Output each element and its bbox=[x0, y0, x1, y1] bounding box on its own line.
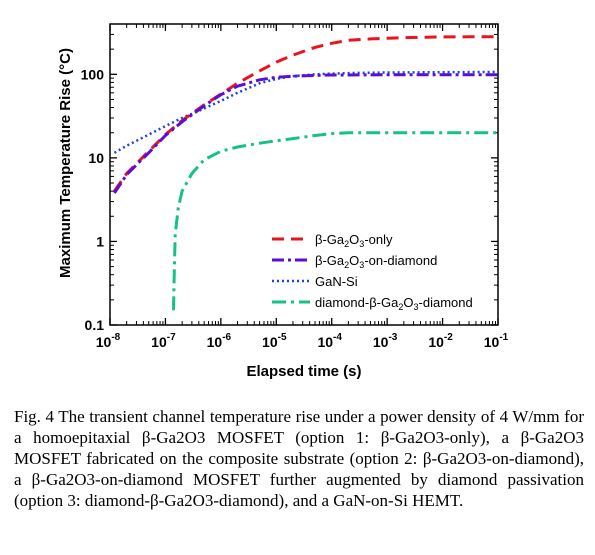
legend-label-gan-si: GaN-Si bbox=[315, 274, 358, 289]
x-tick-label: 10-8 bbox=[96, 332, 121, 350]
legend-label-diamond-ga2o3-diamond: diamond-β-Ga2O3-diamond bbox=[315, 295, 473, 312]
series-line-ga2o3-only bbox=[113, 35, 498, 192]
y-tick-label: 100 bbox=[81, 66, 105, 82]
x-tick-label: 10-5 bbox=[262, 332, 287, 350]
temperature-rise-chart: 10-8 10-7 10-6 10-5 10-4 10-3 10-2 10-1 0.1 1 10 10… bbox=[57, 23, 509, 380]
y-axis-title: Maximum Temperature Rise (°C) bbox=[57, 48, 74, 278]
y-tick-label: 10 bbox=[88, 150, 104, 166]
series-line-gan-si bbox=[113, 70, 498, 154]
x-tick-label: 10-7 bbox=[151, 332, 176, 350]
y-tick-label: 1 bbox=[96, 233, 104, 249]
x-tick-label: 10-4 bbox=[317, 332, 342, 350]
figure-caption: Fig. 4 The transient channel temperature… bbox=[14, 407, 584, 510]
legend-label-ga2o3-on-diamond: β-Ga2O3-on-diamond bbox=[315, 253, 437, 270]
series-line-ga2o3-on-diamond bbox=[113, 73, 498, 194]
plot-area: 10-8 10-7 10-6 10-5 10-4 10-3 10-2 10-1 0.1 1 10 10… bbox=[81, 23, 509, 350]
x-tick-label: 10-6 bbox=[207, 332, 232, 350]
x-tick-label: 10-2 bbox=[428, 332, 453, 350]
series-layer bbox=[113, 35, 498, 311]
x-tick-label: 10-1 bbox=[484, 332, 509, 350]
x-axis-title: Elapsed time (s) bbox=[246, 363, 361, 380]
legend-label-ga2o3-only: β-Ga2O3-only bbox=[315, 232, 393, 249]
y-tick-label: 0.1 bbox=[85, 317, 105, 333]
x-tick-label: 10-3 bbox=[373, 332, 398, 350]
plot-frame bbox=[109, 23, 499, 326]
legend: β-Ga2O3-only β-Ga2O3-on-diamond GaN-Si diam… bbox=[272, 232, 473, 312]
